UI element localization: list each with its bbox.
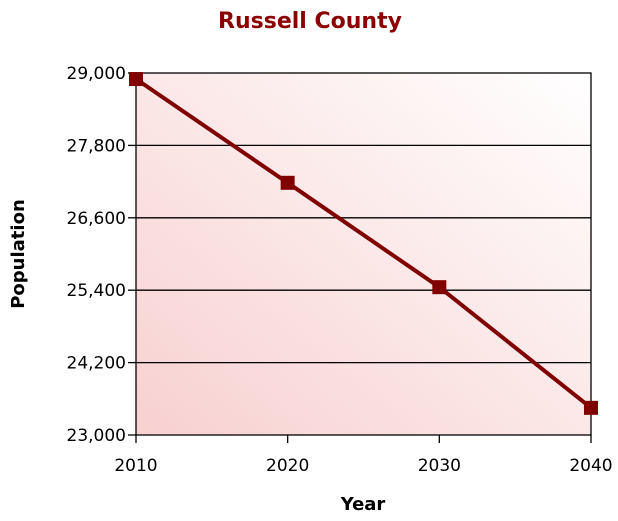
x-tick-label: 2030 [418,456,461,476]
y-axis-label: Population [8,199,29,309]
y-tick-label: 25,400 [67,281,126,301]
y-tick-label: 29,000 [67,64,126,84]
data-point [584,400,598,415]
plot-border [135,72,592,436]
y-tick-label: 23,000 [67,426,126,446]
series-layer [129,72,598,415]
series-line [134,77,593,410]
y-tick-label: 24,200 [67,354,126,374]
x-axis-label: Year [340,494,386,515]
chart-title: Russell County [218,9,402,34]
x-tick-label: 2040 [569,456,612,476]
x-tick-label: 2020 [266,456,309,476]
data-point [129,72,143,87]
tick-labels: 23,000 24,200 25,400 26,600 27,800 29,000 2010… [67,64,613,476]
data-point [432,280,447,295]
y-tick-label: 26,600 [67,209,126,229]
data-point [280,175,295,190]
gridlines [136,144,591,364]
y-tick-label: 27,800 [67,136,126,156]
x-tick-label: 2010 [114,456,157,476]
